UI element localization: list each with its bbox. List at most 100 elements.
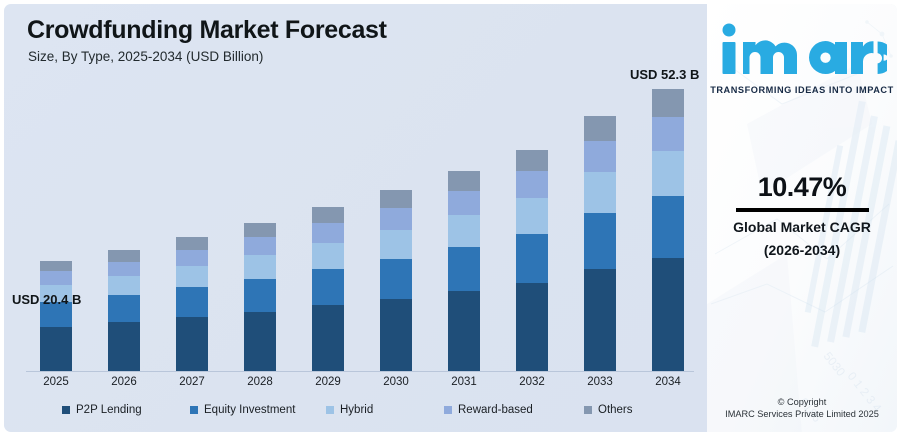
bar-segment-hybrid[interactable] — [312, 242, 344, 270]
value-label-last: USD 52.3 B — [630, 67, 700, 82]
bar-segment-others[interactable] — [312, 207, 344, 223]
bar-segment-reward-based[interactable] — [652, 117, 684, 151]
legend-item-equity-investment[interactable]: Equity Investment — [190, 404, 295, 416]
bar-segment-reward-based[interactable] — [448, 190, 480, 216]
imarc-tagline: TRANSFORMING IDEAS INTO IMPACT — [710, 85, 894, 95]
bar-segment-equity-investment[interactable] — [652, 196, 684, 259]
bar-segment-p2p-lending[interactable] — [380, 298, 412, 371]
bar-segment-hybrid[interactable] — [584, 172, 616, 213]
bar-segment-reward-based[interactable] — [176, 249, 208, 266]
bar-segment-equity-investment[interactable] — [108, 295, 140, 323]
legend-swatch-icon — [190, 406, 198, 414]
bar-segment-others[interactable] — [40, 261, 72, 272]
legend-item-hybrid[interactable]: Hybrid — [326, 404, 373, 416]
bar-segment-p2p-lending[interactable] — [244, 311, 276, 371]
bar-segment-others[interactable] — [176, 236, 208, 250]
panel-watermark-graphic: 5030 0 1 2 3 4 0186 — [707, 4, 897, 432]
brand-panel: 5030 0 1 2 3 4 0186 — [707, 4, 897, 432]
bar-segment-equity-investment[interactable] — [380, 258, 412, 299]
bar-2029[interactable] — [312, 207, 344, 371]
bar-segment-reward-based[interactable] — [380, 207, 412, 230]
bar-2031[interactable] — [448, 170, 480, 371]
cagr-caption-line1: Global Market CAGR — [733, 219, 871, 235]
imarc-logo: TRANSFORMING IDEAS INTO IMPACT — [707, 20, 897, 95]
bar-2032[interactable] — [516, 149, 548, 371]
legend-label: P2P Lending — [76, 404, 142, 416]
cagr-divider — [736, 208, 869, 212]
bar-2026[interactable] — [108, 249, 140, 371]
bar-segment-p2p-lending[interactable] — [516, 282, 548, 371]
bar-segment-hybrid[interactable] — [40, 284, 72, 303]
legend-item-reward-based[interactable]: Reward-based — [444, 404, 533, 416]
plot-area: 2025 2026 2027 2028 2029 2030 2031 2032 2033 2034 — [4, 4, 707, 432]
bar-segment-equity-investment[interactable] — [584, 212, 616, 270]
cagr-caption-line2: (2026-2034) — [763, 242, 841, 258]
chart-legend: P2P Lending Equity Investment Hybrid Reward… — [4, 402, 707, 424]
bar-2033[interactable] — [584, 116, 616, 371]
bar-segment-others[interactable] — [448, 170, 480, 191]
bar-segment-hybrid[interactable] — [516, 198, 548, 235]
bar-2028[interactable] — [244, 222, 276, 371]
legend-label: Others — [598, 404, 633, 416]
bar-segment-p2p-lending[interactable] — [652, 258, 684, 371]
bar-segment-p2p-lending[interactable] — [176, 317, 208, 371]
legend-label: Equity Investment — [204, 404, 296, 416]
chart-panel: Crowdfunding Market Forecast Size, By Ty… — [4, 4, 707, 432]
bar-segment-p2p-lending[interactable] — [108, 322, 140, 371]
legend-swatch-icon — [444, 406, 452, 414]
x-axis-label-2027: 2027 — [179, 376, 205, 388]
bar-segment-equity-investment[interactable] — [516, 234, 548, 283]
bar-segment-others[interactable] — [652, 89, 684, 118]
legend-item-others[interactable]: Others — [584, 404, 633, 416]
bar-segment-p2p-lending[interactable] — [312, 305, 344, 371]
bar-segment-p2p-lending[interactable] — [40, 326, 72, 371]
x-axis-label-2026: 2026 — [111, 376, 137, 388]
bar-segment-equity-investment[interactable] — [40, 302, 72, 327]
x-axis-label-2033: 2033 — [587, 376, 613, 388]
bar-segment-p2p-lending[interactable] — [448, 291, 480, 371]
copyright-line1: © Copyright — [777, 397, 827, 407]
chart-title: Crowdfunding Market Forecast — [27, 16, 387, 44]
x-axis-label-2030: 2030 — [383, 376, 409, 388]
bar-segment-equity-investment[interactable] — [312, 269, 344, 306]
bar-segment-hybrid[interactable] — [244, 255, 276, 279]
legend-swatch-icon — [326, 406, 334, 414]
bar-segment-reward-based[interactable] — [584, 141, 616, 172]
legend-swatch-icon — [584, 406, 592, 414]
bar-segment-others[interactable] — [584, 116, 616, 142]
bar-segment-reward-based[interactable] — [516, 171, 548, 199]
value-label-first: USD 20.4 B — [12, 292, 82, 307]
cagr-value: 10.47% — [757, 172, 847, 202]
legend-label: Hybrid — [340, 404, 374, 416]
x-axis-label-2031: 2031 — [451, 376, 477, 388]
bar-segment-equity-investment[interactable] — [176, 287, 208, 318]
bar-segment-others[interactable] — [380, 189, 412, 208]
copyright-notice: © Copyright IMARC Services Private Limit… — [707, 396, 897, 421]
bar-segment-others[interactable] — [244, 222, 276, 238]
legend-swatch-icon — [62, 406, 70, 414]
bar-segment-hybrid[interactable] — [176, 265, 208, 288]
x-axis-label-2029: 2029 — [315, 376, 341, 388]
bar-segment-reward-based[interactable] — [108, 261, 140, 277]
bar-segment-others[interactable] — [516, 149, 548, 172]
x-axis-label-2034: 2034 — [655, 376, 681, 388]
bar-segment-reward-based[interactable] — [40, 271, 72, 285]
bar-segment-equity-investment[interactable] — [244, 278, 276, 312]
bar-segment-hybrid[interactable] — [652, 151, 684, 197]
bar-2034[interactable] — [652, 89, 684, 371]
bar-2025[interactable] — [40, 261, 72, 371]
bar-segment-hybrid[interactable] — [108, 276, 140, 296]
x-axis-line — [26, 371, 694, 372]
x-axis-label-2025: 2025 — [43, 376, 69, 388]
bar-segment-reward-based[interactable] — [244, 237, 276, 256]
bar-segment-p2p-lending[interactable] — [584, 269, 616, 371]
bar-segment-hybrid[interactable] — [448, 215, 480, 247]
bar-segment-equity-investment[interactable] — [448, 246, 480, 292]
bar-2027[interactable] — [176, 236, 208, 371]
bar-segment-hybrid[interactable] — [380, 229, 412, 259]
bar-2030[interactable] — [380, 189, 412, 371]
bar-segment-others[interactable] — [108, 249, 140, 262]
bar-segment-reward-based[interactable] — [312, 222, 344, 243]
legend-item-p2p-lending[interactable]: P2P Lending — [62, 404, 142, 416]
imarc-wordmark-icon — [717, 20, 887, 78]
